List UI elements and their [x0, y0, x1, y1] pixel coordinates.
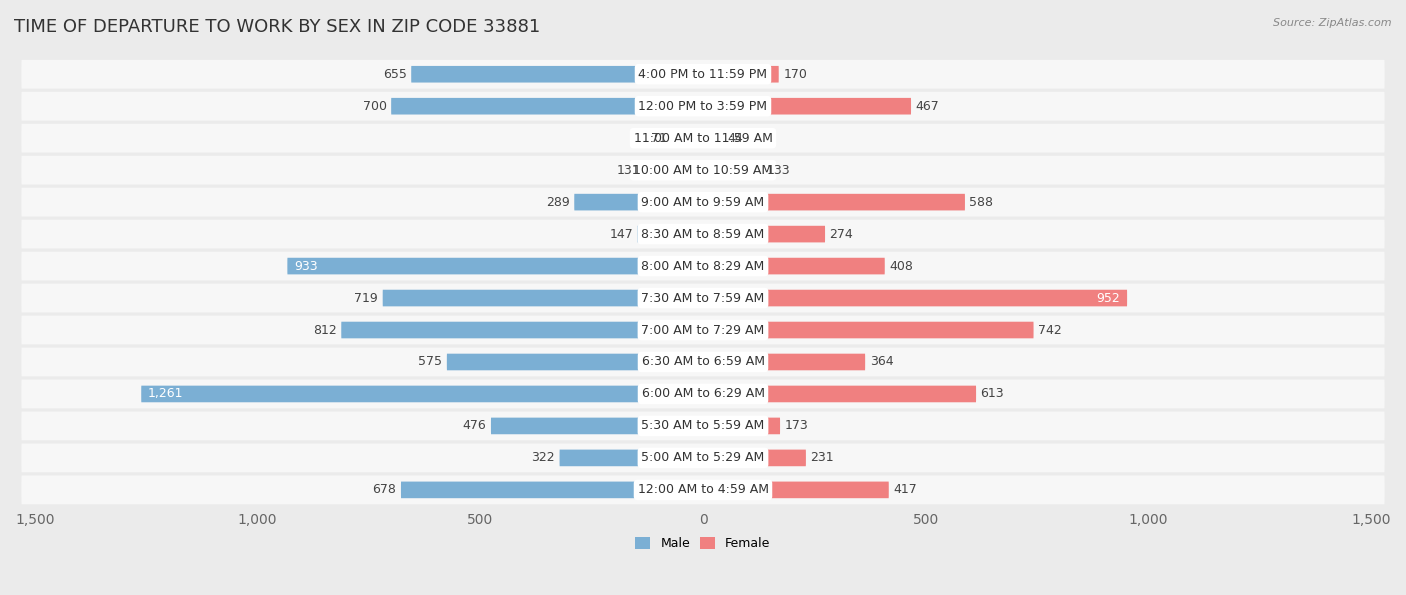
Text: 289: 289	[546, 196, 569, 209]
FancyBboxPatch shape	[21, 252, 1385, 280]
FancyBboxPatch shape	[560, 450, 668, 466]
FancyBboxPatch shape	[738, 194, 965, 211]
Text: 5:30 AM to 5:59 AM: 5:30 AM to 5:59 AM	[641, 419, 765, 433]
Text: 408: 408	[889, 259, 912, 273]
FancyBboxPatch shape	[738, 418, 780, 434]
Text: 588: 588	[969, 196, 994, 209]
FancyBboxPatch shape	[411, 66, 668, 83]
FancyBboxPatch shape	[723, 130, 738, 146]
Text: 12:00 AM to 4:59 AM: 12:00 AM to 4:59 AM	[637, 483, 769, 496]
FancyBboxPatch shape	[391, 98, 668, 114]
Text: 12:00 PM to 3:59 PM: 12:00 PM to 3:59 PM	[638, 100, 768, 112]
Text: 1,261: 1,261	[148, 387, 183, 400]
Text: 10:00 AM to 10:59 AM: 10:00 AM to 10:59 AM	[634, 164, 772, 177]
Text: 11:00 AM to 11:59 AM: 11:00 AM to 11:59 AM	[634, 131, 772, 145]
Text: 719: 719	[354, 292, 378, 305]
FancyBboxPatch shape	[738, 386, 976, 402]
Text: 44: 44	[727, 131, 742, 145]
FancyBboxPatch shape	[21, 92, 1385, 121]
FancyBboxPatch shape	[21, 220, 1385, 249]
Text: 655: 655	[382, 68, 406, 81]
FancyBboxPatch shape	[21, 412, 1385, 440]
Text: 952: 952	[1097, 292, 1121, 305]
Text: 170: 170	[783, 68, 807, 81]
Text: 133: 133	[766, 164, 790, 177]
Text: 4:00 PM to 11:59 PM: 4:00 PM to 11:59 PM	[638, 68, 768, 81]
FancyBboxPatch shape	[21, 443, 1385, 472]
FancyBboxPatch shape	[738, 226, 825, 242]
Text: 933: 933	[294, 259, 318, 273]
FancyBboxPatch shape	[447, 353, 668, 370]
FancyBboxPatch shape	[342, 322, 668, 339]
FancyBboxPatch shape	[738, 162, 762, 178]
Text: 7:30 AM to 7:59 AM: 7:30 AM to 7:59 AM	[641, 292, 765, 305]
FancyBboxPatch shape	[574, 194, 668, 211]
Text: 173: 173	[785, 419, 808, 433]
FancyBboxPatch shape	[141, 386, 668, 402]
FancyBboxPatch shape	[738, 353, 865, 370]
Text: 812: 812	[314, 324, 337, 337]
Text: 274: 274	[830, 228, 853, 240]
Text: TIME OF DEPARTURE TO WORK BY SEX IN ZIP CODE 33881: TIME OF DEPARTURE TO WORK BY SEX IN ZIP …	[14, 18, 540, 36]
FancyBboxPatch shape	[738, 66, 779, 83]
FancyBboxPatch shape	[738, 258, 884, 274]
FancyBboxPatch shape	[21, 188, 1385, 217]
FancyBboxPatch shape	[21, 315, 1385, 345]
Text: 575: 575	[419, 355, 443, 368]
Text: 8:30 AM to 8:59 AM: 8:30 AM to 8:59 AM	[641, 228, 765, 240]
FancyBboxPatch shape	[738, 290, 1128, 306]
Text: 322: 322	[531, 452, 555, 465]
Text: 6:30 AM to 6:59 AM: 6:30 AM to 6:59 AM	[641, 355, 765, 368]
FancyBboxPatch shape	[637, 226, 668, 242]
FancyBboxPatch shape	[21, 347, 1385, 377]
FancyBboxPatch shape	[287, 258, 668, 274]
FancyBboxPatch shape	[21, 124, 1385, 152]
FancyBboxPatch shape	[738, 98, 911, 114]
Text: 9:00 AM to 9:59 AM: 9:00 AM to 9:59 AM	[641, 196, 765, 209]
FancyBboxPatch shape	[21, 156, 1385, 184]
FancyBboxPatch shape	[382, 290, 668, 306]
FancyBboxPatch shape	[668, 130, 672, 146]
Text: 231: 231	[810, 452, 834, 465]
FancyBboxPatch shape	[401, 481, 668, 498]
FancyBboxPatch shape	[738, 450, 806, 466]
Text: 700: 700	[363, 100, 387, 112]
Legend: Male, Female: Male, Female	[630, 533, 776, 555]
Text: 5:00 AM to 5:29 AM: 5:00 AM to 5:29 AM	[641, 452, 765, 465]
Text: 147: 147	[609, 228, 633, 240]
Text: 7:00 AM to 7:29 AM: 7:00 AM to 7:29 AM	[641, 324, 765, 337]
Text: 467: 467	[915, 100, 939, 112]
Text: 131: 131	[617, 164, 640, 177]
Text: 8:00 AM to 8:29 AM: 8:00 AM to 8:29 AM	[641, 259, 765, 273]
FancyBboxPatch shape	[644, 162, 668, 178]
Text: 742: 742	[1038, 324, 1062, 337]
FancyBboxPatch shape	[491, 418, 668, 434]
Text: 613: 613	[980, 387, 1004, 400]
FancyBboxPatch shape	[738, 322, 1033, 339]
FancyBboxPatch shape	[21, 475, 1385, 505]
Text: 364: 364	[870, 355, 893, 368]
FancyBboxPatch shape	[21, 284, 1385, 312]
Text: 678: 678	[373, 483, 396, 496]
Text: 417: 417	[893, 483, 917, 496]
Text: 6:00 AM to 6:29 AM: 6:00 AM to 6:29 AM	[641, 387, 765, 400]
FancyBboxPatch shape	[21, 380, 1385, 408]
FancyBboxPatch shape	[738, 481, 889, 498]
Text: 71: 71	[651, 131, 666, 145]
Text: Source: ZipAtlas.com: Source: ZipAtlas.com	[1274, 18, 1392, 28]
Text: 476: 476	[463, 419, 486, 433]
FancyBboxPatch shape	[21, 60, 1385, 89]
